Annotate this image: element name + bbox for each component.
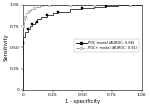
Y-axis label: Sensitivity: Sensitivity [3, 34, 8, 61]
Legend: POC model (AUROC: 0.88), POC+ model (AUROC: 0.91): POC model (AUROC: 0.88), POC+ model (AUR… [75, 39, 139, 52]
X-axis label: 1 - specificity: 1 - specificity [65, 99, 100, 104]
